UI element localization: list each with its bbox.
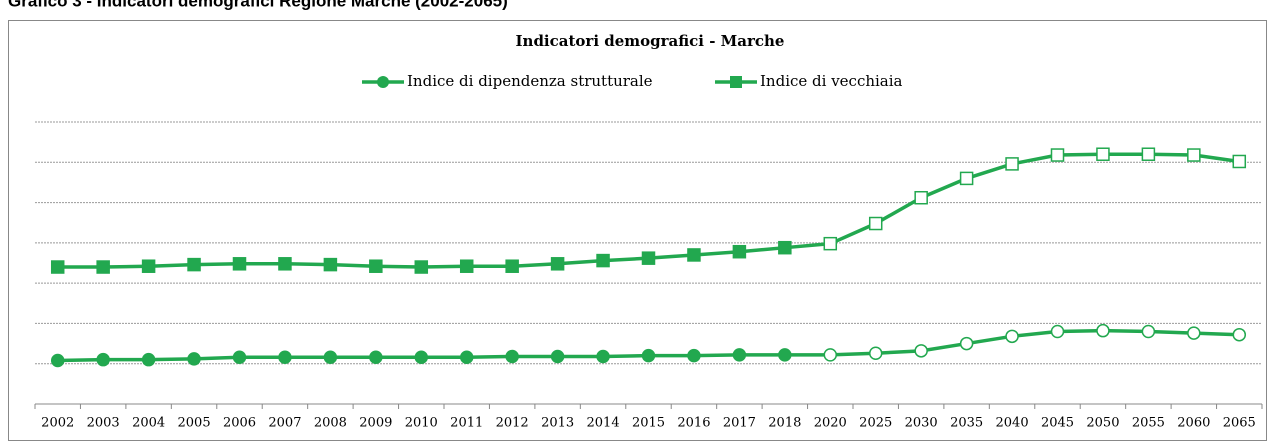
marker [596, 349, 610, 364]
marker [823, 348, 838, 362]
marker [232, 257, 247, 271]
legend-label: Indice di dipendenza strutturale [407, 72, 653, 90]
marker [1187, 326, 1201, 340]
marker [505, 349, 519, 364]
marker [1050, 324, 1065, 339]
x-tick-label: 2009 [359, 416, 392, 431]
x-tick-label: 2035 [950, 416, 983, 431]
x-tick-label: 2005 [178, 416, 211, 431]
x-tick-label: 2050 [1086, 416, 1119, 431]
marker [278, 350, 292, 365]
marker [1232, 154, 1247, 169]
marker [369, 350, 383, 365]
marker [505, 259, 519, 273]
marker [732, 348, 747, 362]
x-tick-label: 2006 [223, 416, 256, 431]
marker [278, 257, 292, 271]
x-tick-label: 2025 [859, 416, 892, 431]
x-tick-label: 2010 [405, 416, 438, 431]
x-tick-label: 2015 [632, 416, 665, 431]
marker [141, 352, 156, 367]
marker [1141, 324, 1156, 339]
marker [141, 259, 156, 273]
marker [914, 190, 928, 205]
marker [1141, 147, 1156, 161]
x-tick-label: 2045 [1041, 416, 1074, 431]
marker [50, 260, 65, 274]
marker [1187, 148, 1201, 162]
marker [459, 259, 474, 273]
marker [868, 346, 883, 360]
marker [641, 251, 656, 265]
marker [732, 244, 747, 259]
legend-marker [730, 76, 742, 88]
marker [187, 352, 201, 366]
marker [1096, 323, 1110, 338]
x-tick-label: 2018 [768, 416, 801, 431]
x-tick-label: 2011 [450, 416, 483, 431]
marker [641, 348, 656, 363]
x-tick-label: 2008 [314, 416, 347, 431]
chart-title: Indicatori demografici - Marche [516, 32, 785, 50]
marker [778, 348, 792, 362]
marker [414, 260, 429, 274]
marker [459, 350, 474, 365]
marker [778, 240, 792, 255]
x-tick-label: 2013 [541, 416, 574, 431]
marker [1232, 327, 1247, 342]
x-tick-label: 2007 [268, 416, 301, 431]
marker [323, 350, 338, 365]
marker [959, 336, 974, 351]
legend-label: Indice di vecchiaia [760, 72, 903, 90]
x-tick-label: 2016 [677, 416, 710, 431]
marker [232, 350, 247, 365]
marker [96, 352, 110, 367]
marker [550, 257, 565, 271]
marker [1050, 148, 1065, 162]
marker [959, 171, 974, 186]
x-tick-label: 2065 [1223, 416, 1256, 431]
x-tick-label: 2003 [87, 416, 120, 431]
marker [1005, 329, 1019, 344]
marker [323, 257, 338, 272]
marker [868, 216, 883, 231]
marker [687, 248, 701, 262]
marker [50, 353, 65, 368]
x-tick-label: 2004 [132, 416, 165, 431]
series-line [57, 152, 1240, 269]
x-tick-label: 2020 [814, 416, 847, 431]
x-tick-label: 2014 [587, 416, 620, 431]
marker [823, 236, 838, 251]
marker [914, 344, 928, 358]
marker [687, 348, 701, 363]
marker [1005, 157, 1019, 171]
x-tick-label: 2017 [723, 416, 756, 431]
marker [187, 257, 201, 272]
header: Grafico 3 - Indicatori demografici Regio… [8, 0, 508, 10]
x-tick-label: 2012 [496, 416, 529, 431]
marker [369, 259, 383, 273]
legend-marker [377, 76, 389, 88]
x-tick-label: 2055 [1132, 416, 1165, 431]
marker [1096, 147, 1110, 161]
x-tick-label: 2040 [996, 416, 1029, 431]
marker [96, 260, 110, 274]
x-tick-label: 2030 [905, 416, 938, 431]
x-tick-label: 2060 [1177, 416, 1210, 431]
marker [596, 253, 610, 268]
marker [550, 349, 565, 364]
marker [414, 350, 429, 365]
x-tick-label: 2002 [41, 416, 74, 431]
